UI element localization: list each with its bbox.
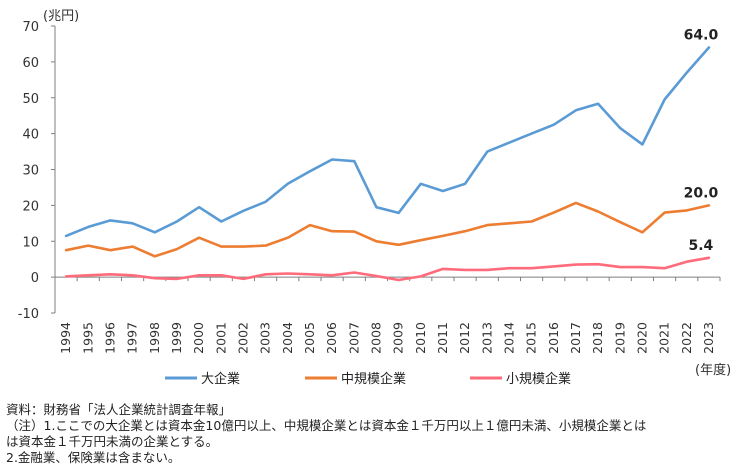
notes-block: 資料：財務省「法人企業統計調査年報」 （注）1.ここでの大企業とは資本金10億円… <box>6 402 748 466</box>
x-tick-label: 2015 <box>524 322 539 354</box>
x-tick-label: 2018 <box>590 322 605 354</box>
x-tick-label: 2000 <box>191 322 206 354</box>
x-tick-label: 2001 <box>213 322 228 354</box>
x-tick-label: 2004 <box>280 322 295 354</box>
end-labels: 64.0 20.0 5.4 <box>684 28 719 254</box>
y-tick-label: 20 <box>22 199 39 214</box>
chart-series <box>64 46 711 282</box>
y-tick-label: -10 <box>18 307 39 322</box>
x-tick-label: 2002 <box>235 322 250 354</box>
x-tick-label: 2011 <box>435 322 450 354</box>
x-tick-label: 2008 <box>368 322 383 354</box>
x-tick-label: 2009 <box>391 322 406 354</box>
x-tick-label: 2021 <box>657 322 672 354</box>
y-tick-label: 40 <box>22 128 39 143</box>
x-tick-label: 2007 <box>346 322 361 354</box>
y-tick-label: 10 <box>22 235 39 250</box>
x-tick-label: 2019 <box>612 322 627 354</box>
x-tick-label: 1997 <box>125 322 140 354</box>
x-tick-label: 2005 <box>302 322 317 354</box>
chart-legend: 大企業 中規模企業 小規模企業 <box>165 371 571 387</box>
end-data-label: 64.0 <box>684 28 719 44</box>
source-note: 資料：財務省「法人企業統計調査年報」 <box>6 402 232 417</box>
x-tick-label: 2017 <box>568 322 583 354</box>
series-line-3 <box>64 256 711 282</box>
x-tick-label: 2020 <box>634 322 649 354</box>
x-tick-label: 2023 <box>701 322 716 354</box>
x-axis-ticks: 1994 1995 1996 1997 1998 1999 2000 2001 2002 2003… <box>54 277 721 354</box>
x-tick-label: 2010 <box>413 322 428 354</box>
note-1-line-b: は資本金１千万円未満の企業とする。 <box>6 434 219 449</box>
y-tick-label: 50 <box>22 92 39 107</box>
x-tick-label: 2003 <box>258 322 273 354</box>
end-data-label: 5.4 <box>689 238 714 254</box>
x-tick-label: 1998 <box>147 322 162 354</box>
x-tick-label: 2016 <box>546 322 561 354</box>
note-2: 2.金融業、保険業は含まない。 <box>6 450 181 465</box>
legend-label: 大企業 <box>201 371 240 387</box>
series-line-2 <box>64 201 711 258</box>
y-tick-label: 0 <box>31 271 39 286</box>
legend-label: 中規模企業 <box>341 371 406 387</box>
x-tick-label: 2006 <box>324 322 339 354</box>
x-tick-label: 2013 <box>479 322 494 354</box>
y-tick-label: 60 <box>22 56 39 71</box>
end-data-label: 20.0 <box>684 185 719 201</box>
x-tick-label: 1996 <box>102 322 117 354</box>
x-tick-label: 2012 <box>457 322 472 354</box>
legend-label: 小規模企業 <box>506 371 571 387</box>
y-unit-label: (兆円) <box>43 9 79 24</box>
y-tick-label: 70 <box>22 20 39 35</box>
x-unit-label: (年度) <box>695 362 731 378</box>
y-axis-ticks: -10 0 10 20 30 40 50 60 70 <box>18 20 55 322</box>
series-line-1 <box>64 46 711 238</box>
y-tick-label: 30 <box>22 164 39 179</box>
x-tick-label: 2022 <box>679 322 694 354</box>
x-tick-label: 2014 <box>501 322 516 354</box>
chart-axes <box>54 26 720 313</box>
note-1-line-a: （注）1.ここでの大企業とは資本金10億円以上、中規模企業とは資本金１千万円以上… <box>6 418 647 433</box>
x-tick-label: 1999 <box>169 322 184 354</box>
x-tick-label: 1995 <box>80 322 95 354</box>
x-tick-label: 1994 <box>58 322 73 354</box>
